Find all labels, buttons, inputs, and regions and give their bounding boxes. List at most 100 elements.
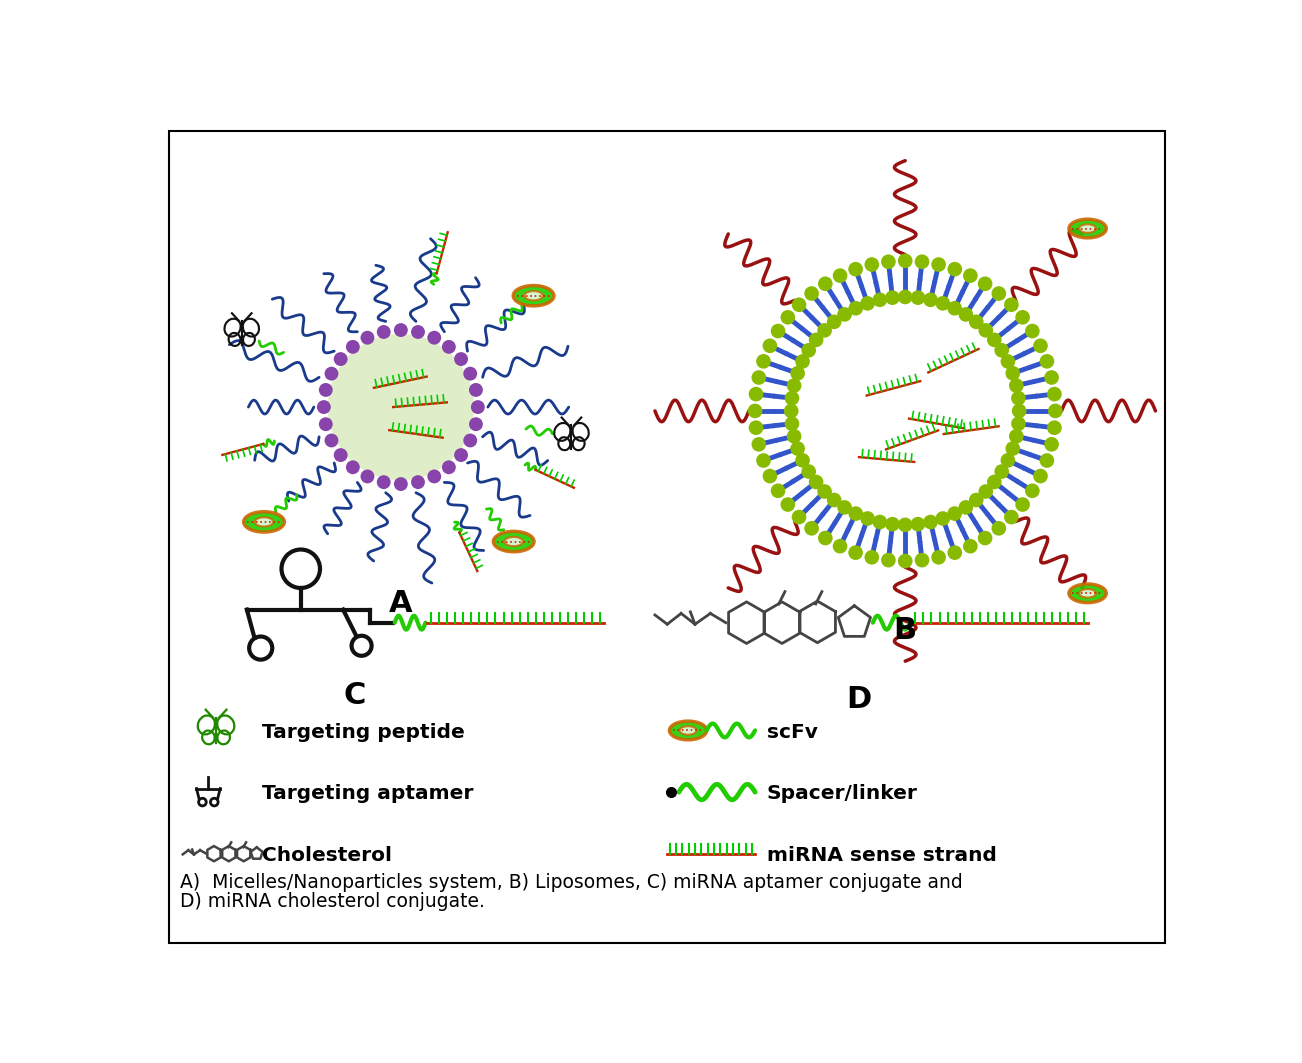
Text: scFv: scFv	[767, 723, 818, 742]
Circle shape	[818, 484, 832, 499]
Circle shape	[881, 553, 896, 568]
Circle shape	[792, 298, 806, 313]
Circle shape	[969, 315, 983, 330]
Circle shape	[1004, 298, 1018, 313]
Ellipse shape	[513, 286, 553, 306]
Circle shape	[987, 333, 1001, 348]
Ellipse shape	[1079, 589, 1096, 597]
Circle shape	[802, 343, 816, 357]
Circle shape	[837, 307, 852, 322]
Circle shape	[923, 292, 937, 307]
Circle shape	[464, 367, 477, 381]
Circle shape	[1009, 429, 1023, 443]
Circle shape	[987, 475, 1001, 489]
Circle shape	[818, 530, 833, 545]
Circle shape	[992, 286, 1006, 301]
Ellipse shape	[1069, 584, 1107, 603]
Circle shape	[1025, 324, 1040, 338]
Circle shape	[785, 391, 799, 405]
Ellipse shape	[504, 537, 523, 546]
Circle shape	[802, 465, 816, 478]
Circle shape	[818, 323, 832, 338]
Text: D: D	[846, 686, 871, 714]
Circle shape	[978, 276, 992, 291]
Ellipse shape	[669, 721, 707, 740]
Circle shape	[936, 511, 950, 526]
Circle shape	[1012, 417, 1026, 431]
Ellipse shape	[255, 518, 273, 526]
Circle shape	[898, 253, 913, 268]
Circle shape	[784, 404, 798, 418]
Ellipse shape	[243, 511, 284, 533]
Circle shape	[796, 453, 810, 468]
Circle shape	[763, 338, 777, 353]
Circle shape	[751, 437, 766, 452]
Circle shape	[333, 352, 348, 366]
Text: D) miRNA cholesterol conjugate.: D) miRNA cholesterol conjugate.	[180, 893, 484, 911]
Circle shape	[376, 475, 391, 489]
Circle shape	[885, 290, 900, 305]
Circle shape	[1047, 387, 1061, 402]
Circle shape	[395, 477, 408, 491]
Circle shape	[376, 325, 391, 339]
Circle shape	[427, 331, 441, 344]
Circle shape	[979, 484, 993, 499]
Circle shape	[1012, 391, 1026, 405]
Circle shape	[881, 254, 896, 269]
Circle shape	[786, 429, 802, 443]
Circle shape	[885, 517, 900, 532]
Circle shape	[346, 340, 359, 354]
Circle shape	[319, 418, 333, 432]
Circle shape	[1005, 366, 1019, 381]
Circle shape	[865, 550, 879, 564]
Circle shape	[805, 286, 819, 301]
Circle shape	[1000, 453, 1016, 468]
Circle shape	[441, 460, 456, 474]
Circle shape	[780, 497, 796, 512]
Circle shape	[328, 334, 474, 480]
Circle shape	[963, 539, 978, 554]
Circle shape	[837, 500, 852, 514]
Circle shape	[411, 475, 424, 489]
Circle shape	[995, 465, 1009, 478]
Circle shape	[454, 352, 467, 366]
Circle shape	[1044, 370, 1059, 385]
Circle shape	[747, 404, 763, 418]
Circle shape	[411, 325, 424, 339]
Circle shape	[1005, 441, 1019, 456]
Circle shape	[979, 323, 993, 338]
Text: A)  Micelles/Nanoparticles system, B) Liposomes, C) miRNA aptamer conjugate and: A) Micelles/Nanoparticles system, B) Lip…	[180, 873, 962, 892]
Circle shape	[910, 290, 926, 305]
Circle shape	[958, 500, 973, 514]
Circle shape	[771, 484, 785, 499]
Circle shape	[948, 506, 962, 521]
Circle shape	[471, 400, 484, 414]
Circle shape	[1034, 338, 1048, 353]
Circle shape	[861, 511, 875, 526]
Ellipse shape	[1079, 224, 1096, 233]
Ellipse shape	[525, 291, 543, 301]
Text: A: A	[389, 589, 413, 618]
Circle shape	[1047, 420, 1061, 435]
Circle shape	[469, 383, 483, 396]
Text: C: C	[344, 681, 366, 710]
Circle shape	[931, 550, 947, 564]
Circle shape	[978, 530, 992, 545]
Circle shape	[324, 367, 339, 381]
Circle shape	[751, 370, 766, 385]
Circle shape	[1000, 354, 1016, 369]
Circle shape	[427, 470, 441, 484]
Circle shape	[786, 378, 802, 393]
Circle shape	[749, 387, 763, 402]
Circle shape	[333, 449, 348, 462]
Circle shape	[898, 518, 913, 533]
Circle shape	[849, 301, 863, 316]
Circle shape	[931, 257, 947, 272]
Circle shape	[872, 292, 887, 307]
Circle shape	[849, 261, 863, 276]
Circle shape	[833, 268, 848, 283]
Circle shape	[849, 545, 863, 560]
Circle shape	[319, 383, 333, 396]
Text: Cholesterol: Cholesterol	[262, 846, 392, 864]
Circle shape	[992, 521, 1006, 536]
